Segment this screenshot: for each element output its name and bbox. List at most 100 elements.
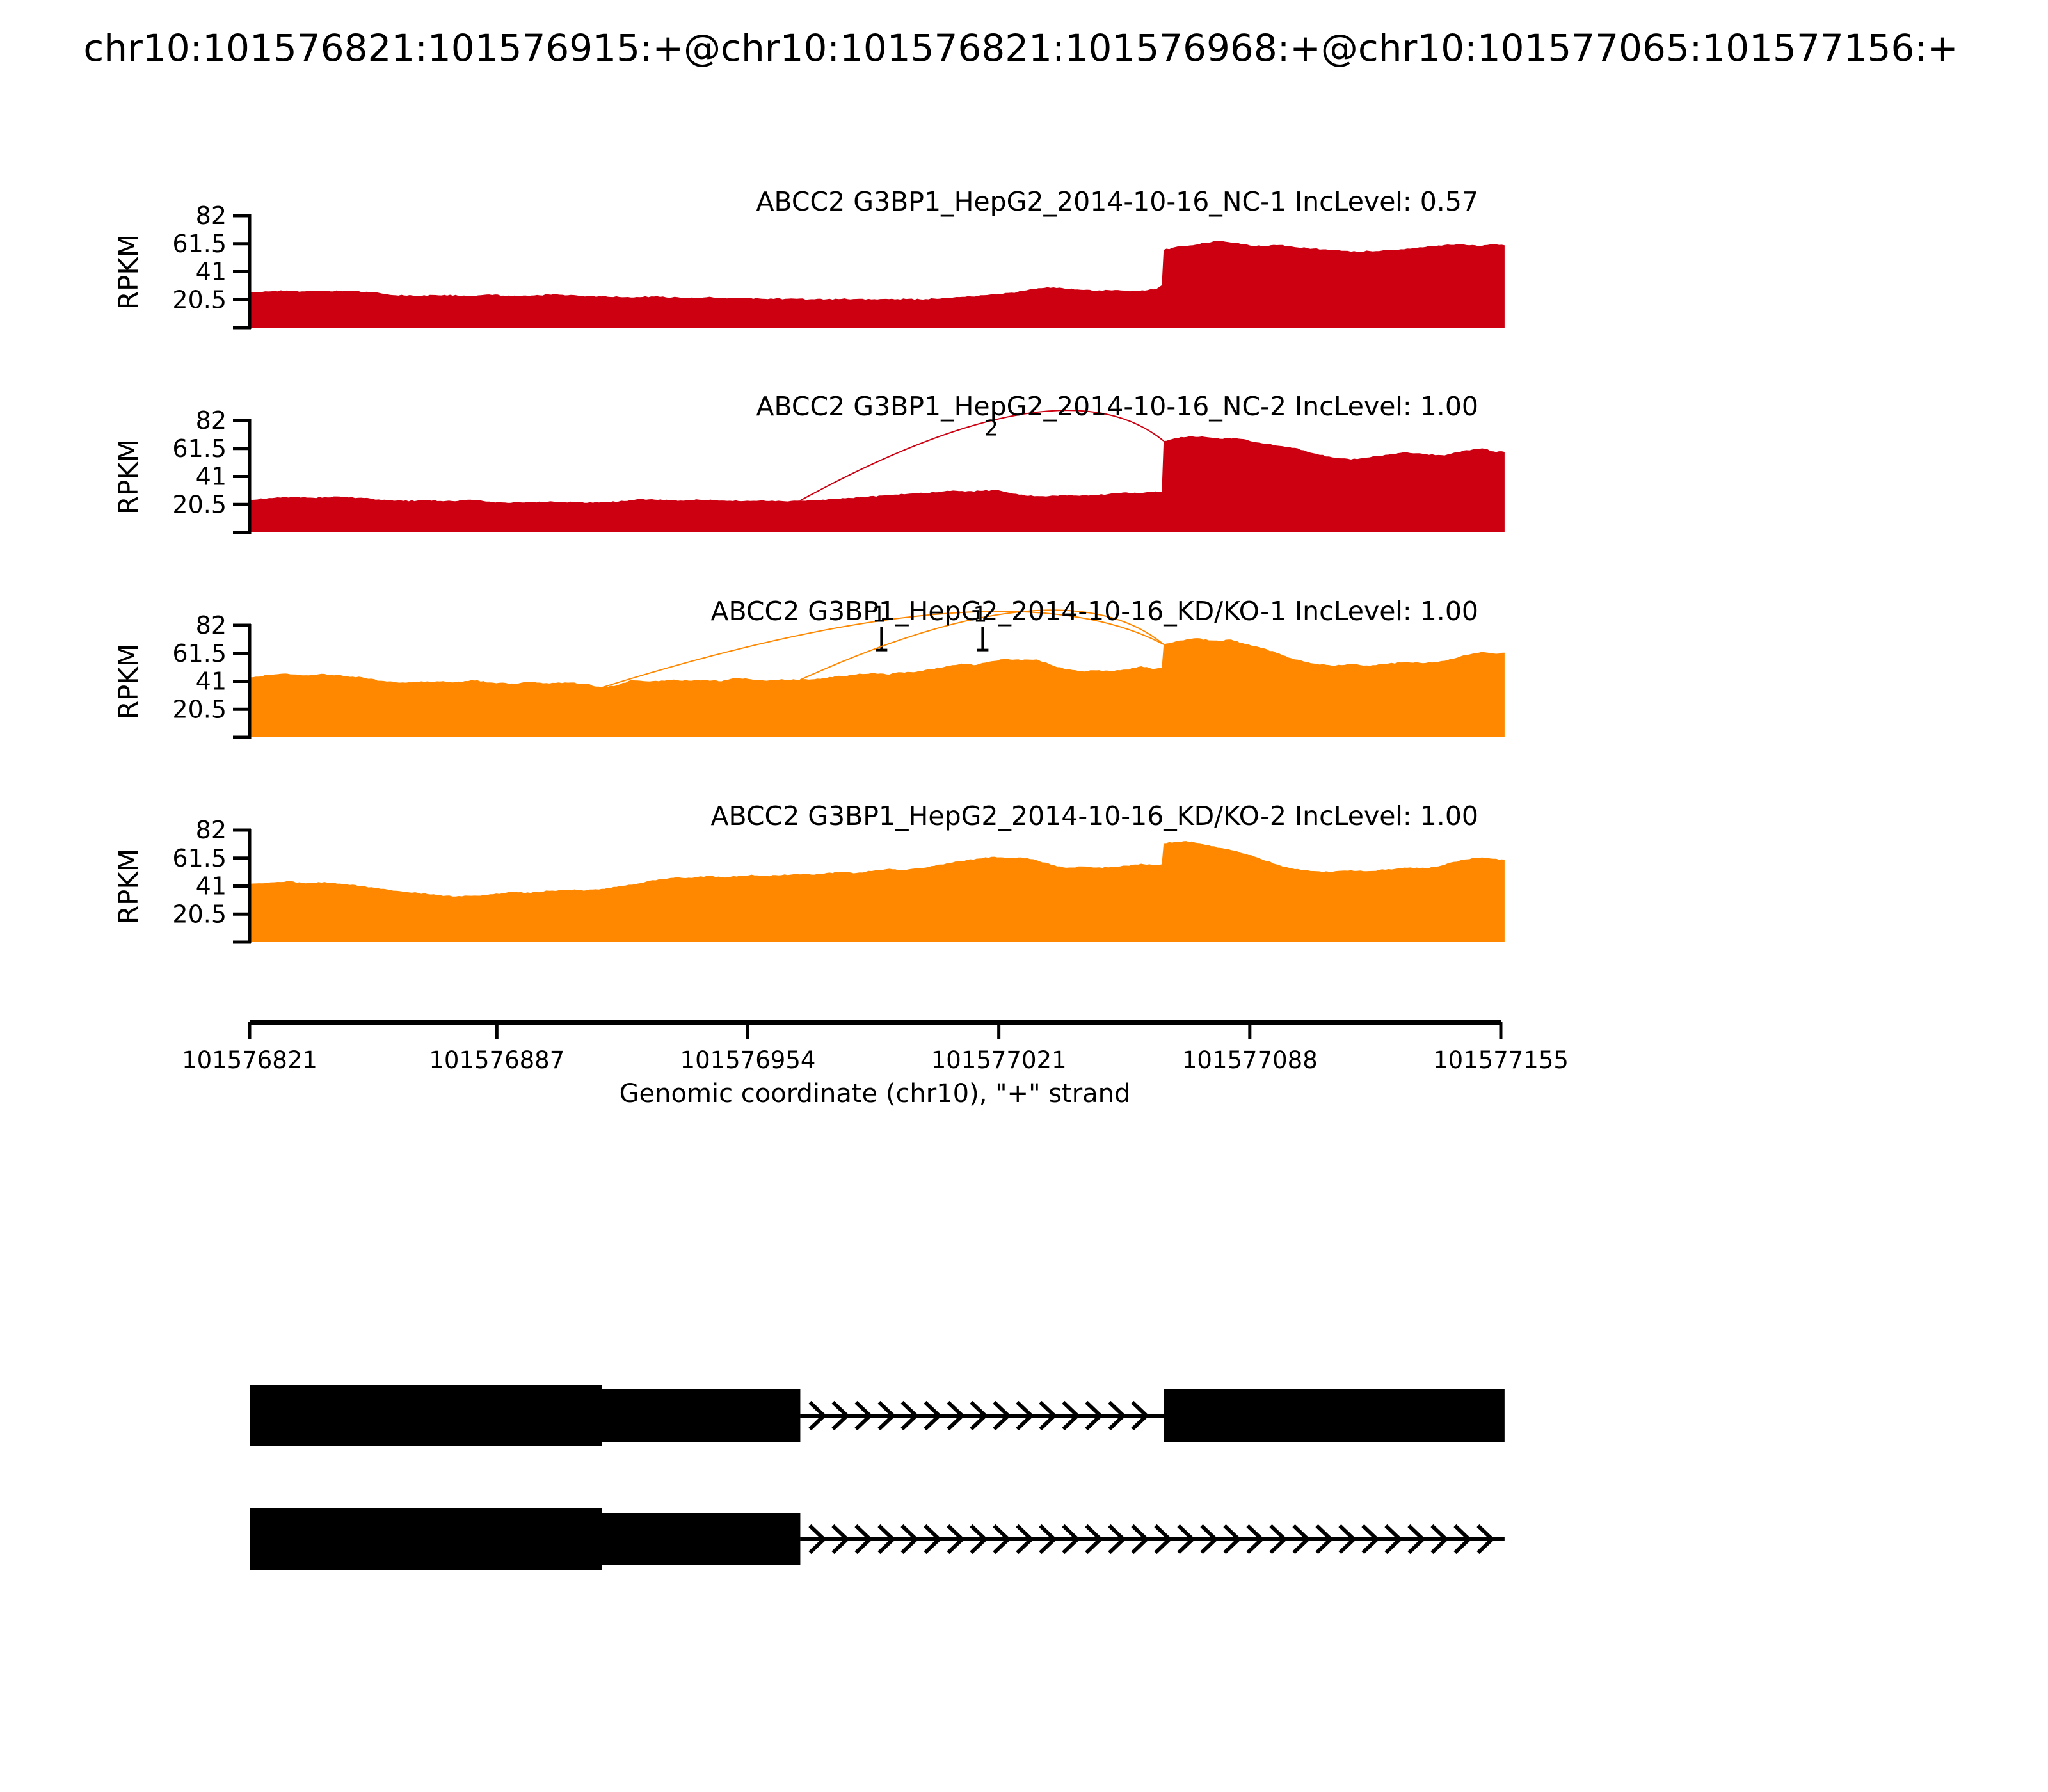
y-tick-label: 41 (196, 872, 227, 900)
strand-chevron-icon (1361, 1524, 1380, 1555)
strand-chevron-icon (877, 1400, 896, 1431)
junction-arc (799, 609, 1164, 681)
strand-chevron-icon (1292, 1524, 1311, 1555)
strand-chevron-icon (831, 1524, 850, 1555)
y-tick-label: 61.5 (172, 230, 227, 258)
strand-chevron-icon (831, 1400, 850, 1431)
strand-chevron-icon (1062, 1524, 1080, 1555)
strand-chevron-icon (1453, 1524, 1472, 1555)
strand-chevron-icon (924, 1400, 942, 1431)
y-tick-label: 82 (196, 611, 227, 639)
x-axis-label: Genomic coordinate (chr10), "+" strand (620, 1079, 1131, 1108)
y-axis-title: RPKM (113, 849, 144, 924)
y-tick-label: 20.5 (172, 285, 227, 314)
junction-arc (799, 410, 1164, 501)
junction-count-label: 2 (984, 416, 998, 442)
y-tick-label: 61.5 (172, 844, 227, 872)
strand-chevron-icon (1384, 1524, 1403, 1555)
transcript-structure (250, 1385, 1505, 1570)
strand-chevron-icon (1430, 1524, 1449, 1555)
strand-chevron-icon (1085, 1524, 1103, 1555)
strand-chevron-icon (808, 1524, 827, 1555)
y-tick-label: 61.5 (172, 639, 227, 668)
strand-chevron-icon (1085, 1400, 1103, 1431)
strand-chevron-icon (970, 1524, 988, 1555)
y-axis-title: RPKM (113, 644, 144, 719)
exon-box (250, 1513, 801, 1565)
strand-chevron-icon (1246, 1524, 1265, 1555)
y-tick-label: 20.5 (172, 490, 227, 518)
x-tick-label: 101577021 (931, 1046, 1067, 1074)
x-tick-label: 101576954 (680, 1046, 816, 1074)
exon-box (250, 1389, 801, 1442)
coverage-area (250, 841, 1505, 942)
strand-chevron-icon (1131, 1524, 1149, 1555)
strand-chevron-icon (1223, 1524, 1242, 1555)
y-tick-label: 82 (196, 816, 227, 844)
y-tick-label: 61.5 (172, 435, 227, 463)
strand-chevron-icon (1315, 1524, 1334, 1555)
y-tick-label: 41 (196, 668, 227, 696)
strand-chevron-icon (1476, 1524, 1495, 1555)
coverage-area (250, 638, 1505, 737)
y-axis-title: RPKM (113, 439, 144, 515)
strand-chevron-icon (1154, 1524, 1172, 1555)
track-title: ABCC2 G3BP1_HepG2_2014-10-16_NC-1 IncLev… (756, 186, 1478, 217)
strand-chevron-icon (854, 1400, 873, 1431)
x-tick-label: 101577155 (1433, 1046, 1569, 1074)
strand-chevron-icon (854, 1524, 873, 1555)
page-title: chr10:101576821:101576915:+@chr10:101576… (83, 26, 1958, 70)
track-title: ABCC2 G3BP1_HepG2_2014-10-16_KD/KO-2 Inc… (710, 801, 1478, 831)
strand-chevron-icon (1108, 1524, 1126, 1555)
strand-chevron-icon (1062, 1400, 1080, 1431)
strand-chevron-icon (808, 1400, 827, 1431)
junction-count-label: 1 (973, 602, 988, 628)
strand-chevron-icon (1338, 1524, 1357, 1555)
y-tick-label: 82 (196, 202, 227, 230)
y-tick-label: 20.5 (172, 900, 227, 928)
strand-chevron-icon (1200, 1524, 1219, 1555)
x-axis: 101576821 101576887 101576954 101577021 1015… (182, 1020, 1569, 1074)
strand-chevron-icon (1039, 1524, 1057, 1555)
y-tick-label: 41 (196, 258, 227, 286)
exon-box (1164, 1389, 1505, 1442)
strand-chevron-icon (947, 1400, 965, 1431)
y-tick-label: 20.5 (172, 695, 227, 723)
strand-chevron-icon (1407, 1524, 1426, 1555)
isoform-row (250, 1508, 1505, 1570)
strand-chevron-icon (970, 1400, 988, 1431)
strand-chevron-icon (900, 1524, 919, 1555)
isoform-row (250, 1385, 1505, 1446)
strand-chevron-icon (947, 1524, 965, 1555)
strand-chevron-icon (993, 1524, 1011, 1555)
coverage-area (250, 436, 1505, 532)
strand-chevron-icon (1016, 1524, 1034, 1555)
track-title: ABCC2 G3BP1_HepG2_2014-10-16_NC-2 IncLev… (756, 391, 1478, 422)
strand-chevron-icon (877, 1524, 896, 1555)
strand-chevron-icon (993, 1400, 1011, 1431)
junction-arc (601, 611, 1164, 689)
strand-chevron-icon (924, 1524, 942, 1555)
track-title: ABCC2 G3BP1_HepG2_2014-10-16_KD/KO-1 Inc… (710, 596, 1478, 627)
strand-chevron-icon (1177, 1524, 1196, 1555)
x-tick-label: 101576821 (182, 1046, 317, 1074)
strand-chevron-icon (1039, 1400, 1057, 1431)
x-tick-label: 101576887 (429, 1046, 564, 1074)
strand-chevron-icon (1269, 1524, 1288, 1555)
strand-chevron-icon (900, 1400, 919, 1431)
y-axis-title: RPKM (113, 234, 144, 310)
y-tick-label: 41 (196, 463, 227, 491)
strand-chevron-icon (1108, 1400, 1126, 1431)
junction-count-label: 1 (872, 602, 886, 628)
y-tick-label: 82 (196, 406, 227, 435)
strand-chevron-icon (1016, 1400, 1034, 1431)
coverage-area (250, 241, 1505, 328)
x-tick-label: 101577088 (1182, 1046, 1318, 1074)
